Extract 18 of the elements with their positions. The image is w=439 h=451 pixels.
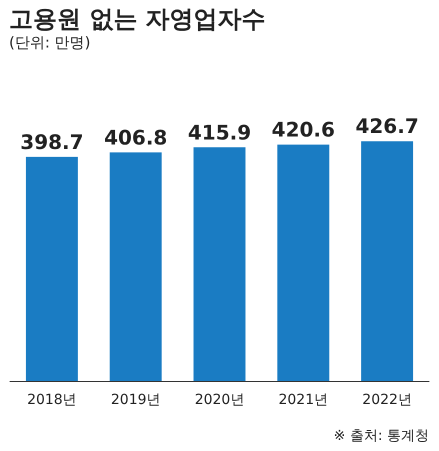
bar [110,152,162,381]
x-tick-label: 2021년 [278,392,328,408]
data-label: 406.8 [104,125,168,150]
x-tick-label: 2020년 [194,392,244,408]
bar [277,144,330,381]
bar [26,156,78,381]
bar [194,147,246,381]
data-label: 426.7 [355,114,419,138]
chart-subtitle: (단위: 만명) [9,34,91,52]
bar [361,141,414,381]
data-label: 415.9 [188,120,252,144]
x-tick-label: 2019년 [110,392,161,408]
data-label: 398.7 [20,130,84,154]
x-tick-label: 2022년 [362,392,412,408]
x-tick-label: 2018년 [27,392,77,408]
chart-title: 고용원 없는 자영업자수 [9,5,266,33]
text: ※ 출처: 통계청 [334,428,430,444]
data-label: 420.6 [272,118,335,142]
